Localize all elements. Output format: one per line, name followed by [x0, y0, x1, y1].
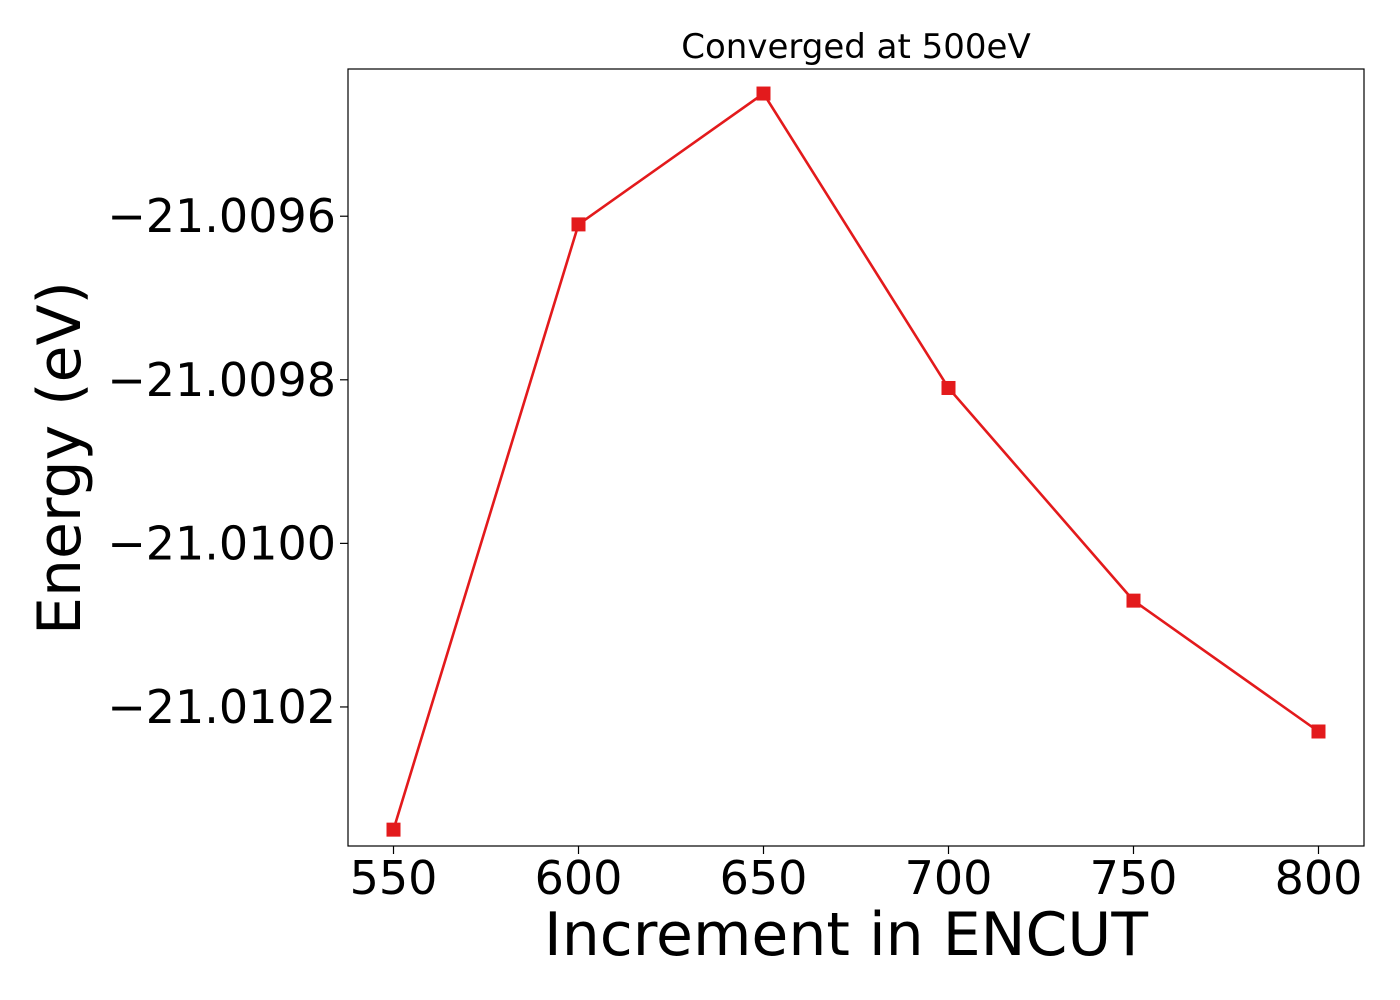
data-point-marker [571, 217, 586, 232]
plot-area [386, 86, 1326, 837]
x-tick-label: 750 [1090, 851, 1178, 905]
x-tick-label: 650 [720, 851, 808, 905]
data-point-marker [1311, 724, 1326, 739]
x-tick-label: 550 [350, 851, 438, 905]
data-point-marker [386, 822, 401, 837]
data-point-marker [941, 380, 956, 395]
x-tick-label: 600 [535, 851, 623, 905]
chart-title: Converged at 500eV [681, 27, 1030, 67]
y-tick-label: −21.0102 [107, 680, 336, 734]
plot-frame [347, 68, 1365, 847]
y-tick-label: −21.0100 [107, 516, 336, 570]
series-line [392, 91, 1320, 830]
y-tick-label: −21.0096 [107, 189, 336, 243]
x-axis-ticks: 550 600 650 700 750 800 [350, 846, 1363, 905]
y-axis-label: Energy (eV) [25, 281, 95, 635]
x-tick-label: 700 [905, 851, 993, 905]
data-point-marker [756, 86, 771, 101]
data-point-marker [1126, 593, 1141, 608]
y-tick-label: −21.0098 [107, 353, 336, 407]
x-axis-label: Increment in ENCUT [544, 900, 1148, 970]
y-axis-ticks: −21.0096 −21.0098 −21.0100 −21.0102 [107, 189, 348, 734]
x-tick-label: 800 [1275, 851, 1363, 905]
